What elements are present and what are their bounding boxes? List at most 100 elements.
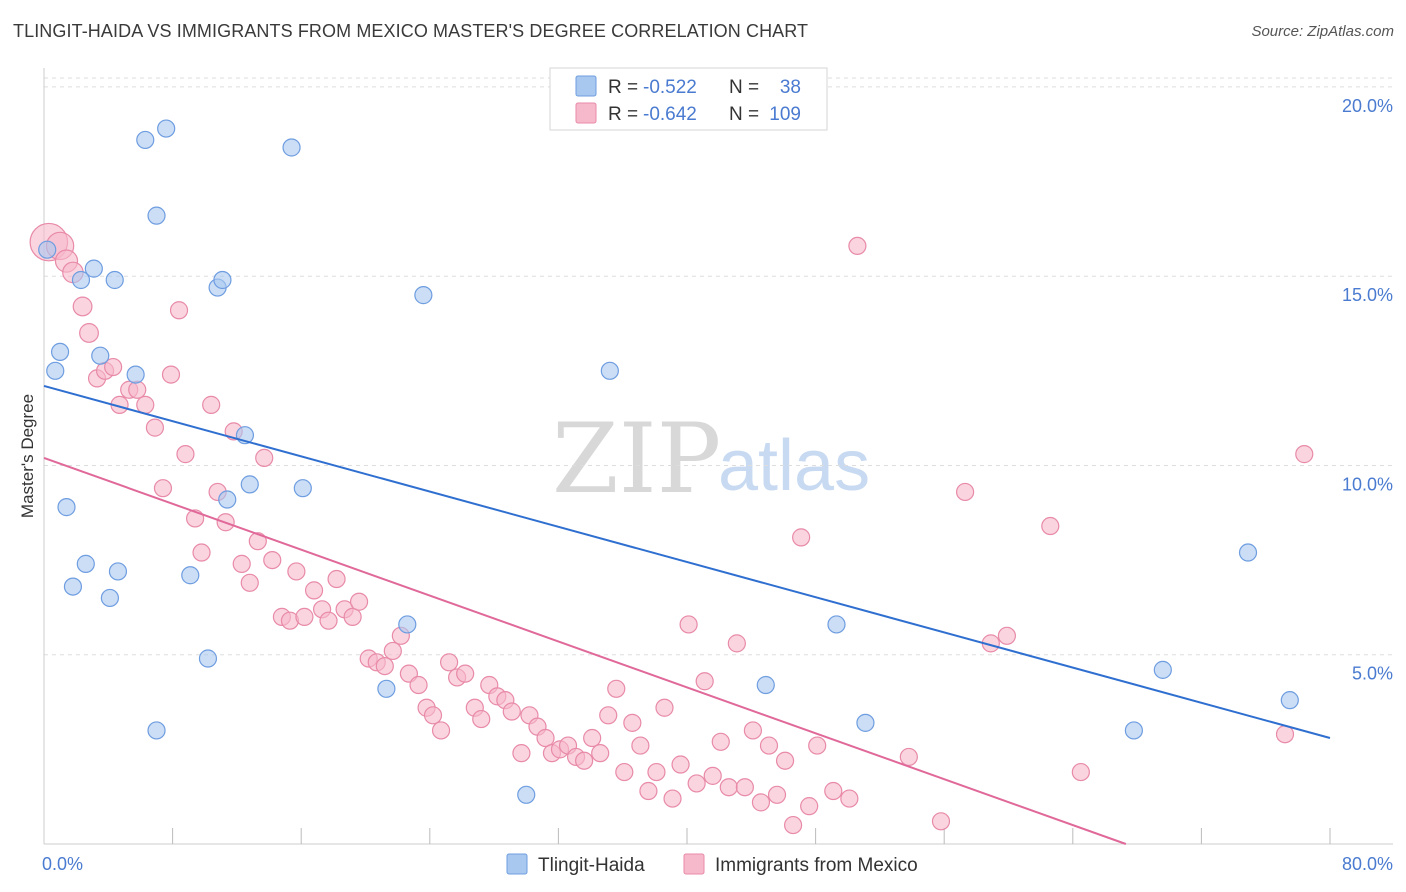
point-tlingit-haida [100,588,120,608]
point-immigrants-from-mexico [575,751,594,770]
point-immigrants-from-mexico [287,562,306,581]
point-immigrants-from-mexico [783,815,803,835]
point-immigrants-from-mexico [599,706,618,725]
point-tlingit-haida [282,138,301,157]
point-immigrants-from-mexico [423,706,443,725]
point-tlingit-haida [147,721,166,740]
legend-n-label: N = [729,104,759,125]
point-immigrants-from-mexico [1295,445,1314,464]
point-immigrants-from-mexico [343,607,362,626]
point-tlingit-haida [147,206,166,225]
point-immigrants-from-mexico [1041,516,1060,536]
bottom-legend-label-immigrants-from-mexico: Immigrants from Mexico [715,855,918,876]
point-immigrants-from-mexico [631,736,650,755]
legend-swatch-blue [575,75,597,97]
point-immigrants-from-mexico [639,781,658,801]
point-tlingit-haida [856,713,875,732]
point-tlingit-haida [71,270,91,290]
point-immigrants-from-mexico [997,626,1016,645]
point-immigrants-from-mexico [136,395,155,414]
chart-title: TLINGIT-HAIDA VS IMMIGRANTS FROM MEXICO … [13,21,809,41]
legend-n-label: N = [729,77,759,98]
legend: R = -0.522 N = 38 R = -0.642 N = 109 [549,67,828,131]
watermark-atlas: atlas [718,426,870,506]
point-immigrants-from-mexico [808,736,827,755]
point-immigrants-from-mexico [104,357,123,377]
point-immigrants-from-mexico [431,721,451,740]
point-immigrants-from-mexico [232,554,251,573]
point-immigrants-from-mexico [775,751,795,770]
y-axis-label: Master's Degree [18,394,37,518]
point-immigrants-from-mexico [409,675,428,695]
trend-line-tlingit-haida [43,385,1331,739]
point-tlingit-haida [218,490,237,509]
point-immigrants-from-mexico [248,532,267,551]
point-tlingit-haida [108,562,128,581]
legend-r-label: R = [608,104,638,125]
zipatlas-watermark: ZIP atlas [552,403,870,515]
point-tlingit-haida [84,259,103,278]
point-immigrants-from-mexico [735,778,754,797]
point-immigrants-from-mexico [72,296,93,317]
point-immigrants-from-mexico [743,721,763,740]
point-immigrants-from-mexico [128,380,147,399]
point-immigrants-from-mexico [439,653,459,672]
point-tlingit-haida [46,361,65,380]
point-immigrants-from-mexico [591,744,610,763]
point-tlingit-haida [50,342,70,362]
point-immigrants-from-mexico [319,611,338,630]
point-tlingit-haida [377,679,396,698]
point-tlingit-haida [105,270,124,290]
point-tlingit-haida [398,615,417,634]
point-immigrants-from-mexico [931,812,951,831]
bottom-legend-swatch-blue [506,853,528,875]
point-tlingit-haida [91,346,110,365]
point-tlingit-haida [136,130,155,150]
legend-n-value: 38 [780,77,801,98]
point-immigrants-from-mexico [79,323,99,343]
x-tick-label: 80.0% [1342,854,1393,874]
watermark-zip: ZIP [552,403,721,515]
point-tlingit-haida [198,649,218,668]
point-immigrants-from-mexico [456,664,475,683]
legend-r-label: R = [608,77,638,98]
source-credit: Source: ZipAtlas.com [1251,23,1394,40]
y-tick-label: 20.0% [1342,96,1393,116]
point-tlingit-haida [157,119,176,138]
point-immigrants-from-mexico [671,755,690,774]
point-tlingit-haida [756,675,775,695]
legend-r-value: -0.642 [643,104,697,125]
legend-swatch-pink [575,102,597,124]
point-immigrants-from-mexico [192,543,211,562]
point-immigrants-from-mexico [169,301,189,320]
point-tlingit-haida [240,475,259,494]
bottom-legend-label-tlingit-haida: Tlingit-Haida [538,855,645,876]
y-tick-label: 10.0% [1342,474,1393,494]
trend-line-immigrants-from-mexico [43,456,1127,845]
point-immigrants-from-mexico [695,672,714,691]
point-tlingit-haida [126,365,145,384]
x-tick-label: 0.0% [42,854,83,874]
point-immigrants-from-mexico [176,445,195,464]
point-immigrants-from-mexico [767,785,787,804]
point-immigrants-from-mexico [711,732,730,751]
x-axis-tick-labels: 0.0% 80.0% [42,854,1393,874]
bottom-legend: Tlingit-Haida Immigrants from Mexico [506,853,918,876]
bottom-legend-swatch-pink [683,853,705,875]
point-immigrants-from-mexico [1071,762,1090,782]
point-immigrants-from-mexico [647,762,666,782]
point-immigrants-from-mexico [536,728,555,748]
point-tlingit-haida [1238,543,1258,562]
point-immigrants-from-mexico [824,781,843,801]
point-immigrants-from-mexico [327,569,346,589]
series-tlingit-haida [38,119,1299,804]
point-tlingit-haida [181,566,200,585]
point-immigrants-from-mexico [202,395,221,414]
point-immigrants-from-mexico [719,778,738,797]
point-immigrants-from-mexico [663,789,682,808]
point-tlingit-haida [293,479,312,498]
point-immigrants-from-mexico [679,615,698,634]
point-immigrants-from-mexico [255,448,274,467]
point-tlingit-haida [76,554,95,573]
